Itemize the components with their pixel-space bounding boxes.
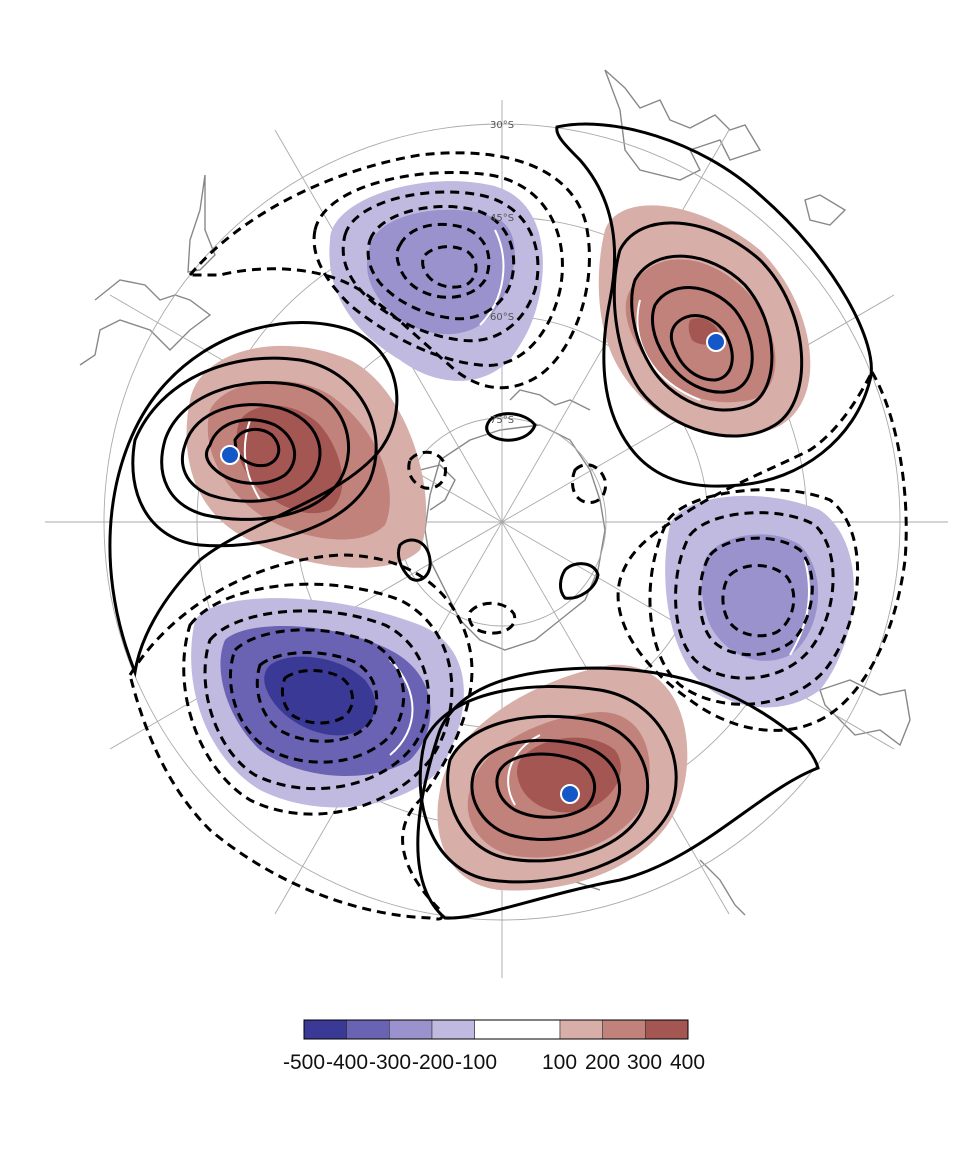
colorbar-box: [431, 1019, 475, 1040]
colorbar-tick-label: -100: [455, 1051, 497, 1074]
latitude-label-45s: 45°S: [490, 213, 514, 224]
colorbar-box: [559, 1019, 603, 1040]
colorbar-box: [346, 1019, 390, 1040]
colorbar-tick-label: 200: [585, 1051, 620, 1074]
colorbar-ticks: -500 -400 -300 -200 -100 100 200 300 400: [283, 1051, 705, 1074]
coastline-south-america: [604, 69, 762, 181]
marker-dot: [220, 445, 240, 465]
colorbar-tick-label: 300: [627, 1051, 662, 1074]
latitude-labels: 30°S 45°S 60°S 75°S: [490, 120, 514, 426]
colorbar-box: [303, 1019, 347, 1040]
colorbar-box: [645, 1019, 689, 1040]
colorbar-tick-label: -400: [326, 1051, 368, 1074]
latitude-label-75s: 75°S: [490, 415, 514, 426]
colorbar-frame: [303, 1019, 689, 1040]
coastline-south-america-tip: [804, 194, 847, 226]
shading-positive-topright: [598, 205, 811, 437]
colorbar-tick-label: 400: [670, 1051, 705, 1074]
shading-negative-right: [665, 495, 854, 708]
marker-dot: [706, 332, 726, 352]
latitude-label-30s: 30°S: [490, 120, 514, 131]
colorbar-boxes: [303, 1019, 689, 1040]
colorbar: -500 -400 -300 -200 -100 100 200 300 400: [283, 1019, 705, 1074]
colorbar-box: [474, 1019, 561, 1040]
shading-negative-bottomleft: [191, 598, 464, 808]
coastline-africa: [187, 174, 216, 273]
colorbar-box: [602, 1019, 646, 1040]
colorbar-tick-label: 100: [542, 1051, 577, 1074]
contours-positive: [108, 122, 873, 920]
colorbar-box: [389, 1019, 433, 1040]
latitude-label-60s: 60°S: [490, 312, 514, 323]
colorbar-tick-label: -500: [283, 1051, 325, 1074]
shading-negative-top: [329, 181, 543, 381]
colorbar-tick-label: -300: [369, 1051, 411, 1074]
coastline-antarctica-peninsula: [509, 389, 591, 411]
coastline-africa-west: [79, 279, 212, 366]
center-markers: [220, 332, 726, 804]
marker-dot: [560, 784, 580, 804]
contours-negative: [128, 151, 908, 921]
coastline-newzealand: [699, 859, 746, 916]
colorbar-tick-label: -200: [412, 1051, 454, 1074]
